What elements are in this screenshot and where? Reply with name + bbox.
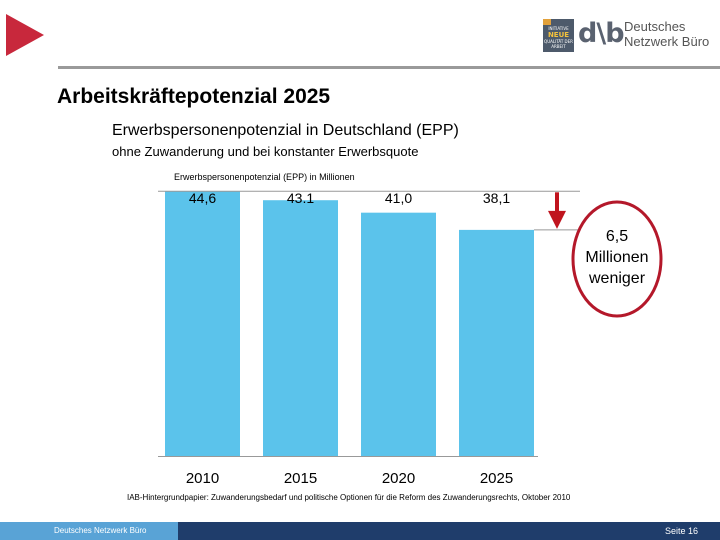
bar-2010 — [165, 191, 240, 456]
category-label: 2025 — [480, 470, 513, 487]
footer-bar — [0, 522, 720, 540]
category-label: 2020 — [382, 470, 415, 487]
logo-badge-line: QUALITÄT DER — [544, 39, 573, 44]
chart-subtitle: ohne Zuwanderung und bei konstanter Erwe… — [112, 144, 419, 159]
bar-2020 — [361, 212, 436, 456]
logo-badge-line: NEUE — [547, 31, 570, 39]
difference-callout-text: weniger — [588, 270, 646, 287]
bar-value-label: 41,0 — [385, 190, 412, 206]
difference-callout-ellipse — [571, 200, 663, 318]
dnb-logo-text: Deutsches Netzwerk Büro — [624, 19, 709, 49]
chart-title: Erwerbspersonenpotenzial in Deutschland … — [112, 122, 459, 139]
difference-callout-text: Millionen — [585, 249, 648, 266]
difference-callout-text: 6,5 — [606, 228, 628, 245]
slide-title: Arbeitskräftepotenzial 2025 — [57, 85, 331, 108]
bar-2025 — [459, 229, 534, 456]
bar-value-label: 43.1 — [287, 190, 314, 206]
bar-value-label: 44,6 — [189, 190, 216, 206]
inqa-logo-badge: INITIATIVE NEUE QUALITÄT DER ARBEIT — [543, 19, 574, 52]
category-label: 2010 — [186, 470, 219, 487]
logo-text-line2: Netzwerk Büro — [624, 34, 710, 49]
value-axis-caption: Erwerbspersonenpotenzial (EPP) in Millio… — [174, 172, 355, 182]
header-divider — [58, 66, 720, 69]
logo-text-line1: Deutsches — [624, 19, 686, 34]
logo-badge-line: ARBEIT — [551, 44, 566, 49]
source-note: IAB-Hintergrundpapier: Zuwanderungsbedar… — [127, 493, 571, 502]
dnb-logo-mark: d\b — [578, 18, 625, 49]
logo-badge-line: INITIATIVE — [548, 26, 569, 31]
inqa-flag-icon — [543, 19, 551, 25]
slide-corner-triangle — [6, 14, 44, 56]
difference-arrow-head-icon — [548, 210, 566, 229]
category-label: 2015 — [284, 470, 317, 487]
dnb-logo: INITIATIVE NEUE QUALITÄT DER ARBEIT d\b … — [543, 15, 713, 53]
footer-page-number: Seite 16 — [664, 526, 698, 536]
bar-value-label: 38,1 — [483, 190, 510, 206]
footer-left-label: Deutsches Netzwerk Büro — [0, 522, 178, 540]
bar-2015 — [263, 200, 338, 456]
